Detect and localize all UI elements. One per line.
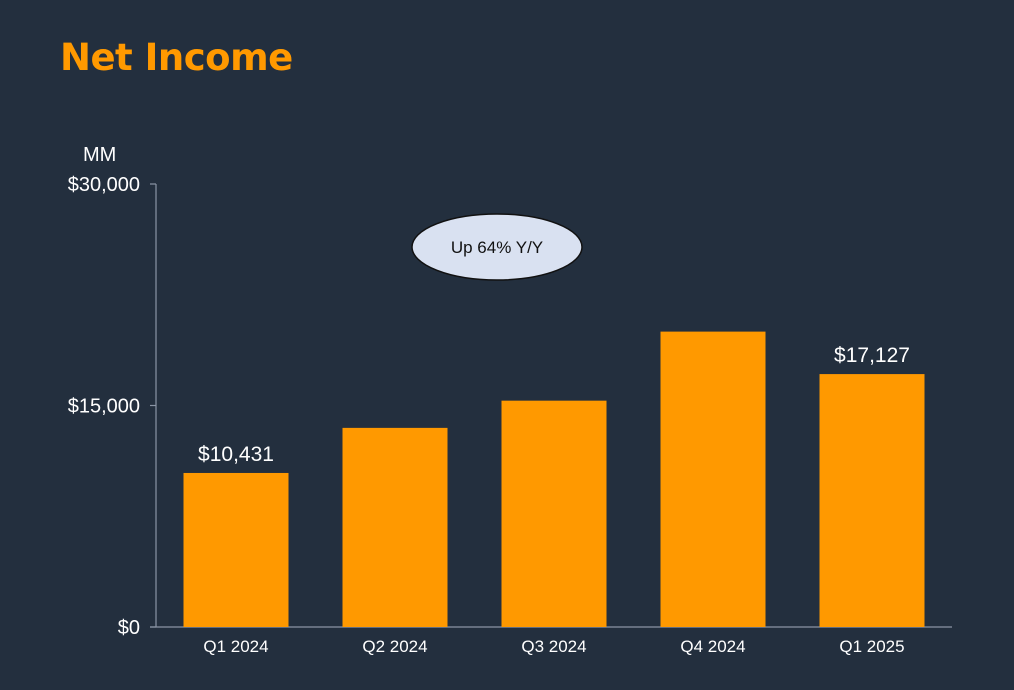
bars-group — [183, 331, 925, 627]
y-tick-label: $30,000 — [68, 174, 140, 196]
bar — [819, 374, 925, 627]
bar — [183, 472, 289, 627]
chart-title: Net Income — [60, 36, 293, 79]
x-tick-label: Q4 2024 — [680, 637, 745, 656]
callout-text: Up 64% Y/Y — [451, 238, 543, 257]
x-axis-labels: Q1 2024 Q2 2024 Q3 2024 Q4 2024 Q1 2025 — [203, 637, 904, 656]
x-tick-label: Q1 2024 — [203, 637, 268, 656]
x-tick-label: Q3 2024 — [521, 637, 586, 656]
bar — [342, 427, 448, 627]
y-axis-ticks: $0 $15,000 $30,000 — [68, 174, 156, 639]
bar-data-label: $17,127 — [834, 344, 910, 367]
growth-callout: Up 64% Y/Y — [411, 213, 583, 281]
data-labels: $10,431 $17,127 — [198, 344, 910, 466]
bar — [501, 400, 607, 627]
y-tick-label: $0 — [118, 617, 140, 639]
bar-data-label: $10,431 — [198, 443, 274, 466]
x-tick-label: Q1 2025 — [839, 637, 904, 656]
bar — [660, 331, 766, 627]
y-axis-unit-label: MM — [83, 144, 116, 166]
y-tick-label: $15,000 — [68, 396, 140, 418]
callout-ellipse — [411, 213, 583, 281]
x-tick-label: Q2 2024 — [362, 637, 427, 656]
